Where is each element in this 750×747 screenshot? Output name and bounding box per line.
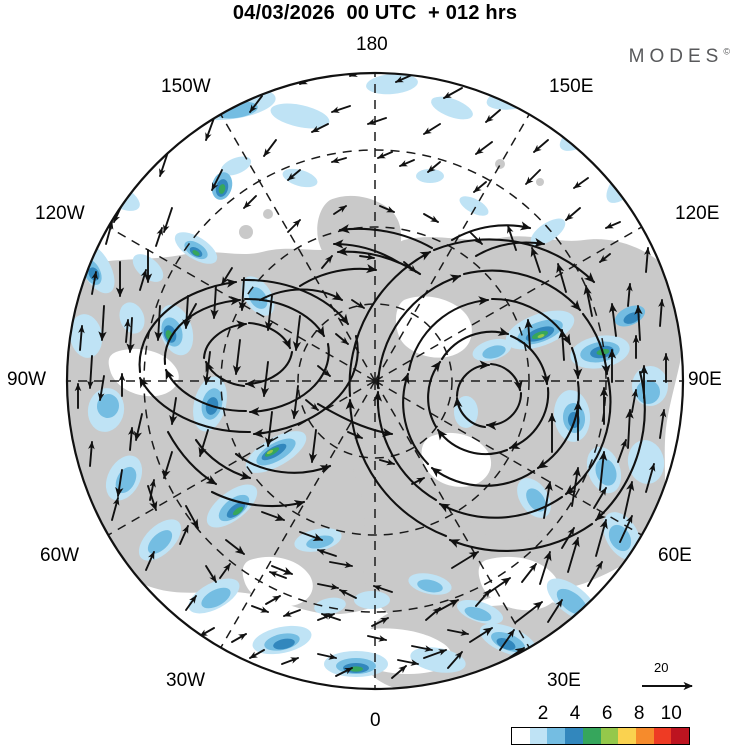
lon-label-150E: 150E — [549, 76, 594, 97]
lon-label-60E: 60E — [658, 545, 692, 566]
lon-label-120W: 120W — [35, 203, 85, 224]
colorbar-segment-3 — [565, 728, 583, 744]
modes-logo: MODES© — [629, 46, 730, 68]
lon-label-150W: 150W — [161, 76, 211, 97]
colorbar-segment-1 — [529, 728, 548, 744]
colorbar-tick-2: 2 — [537, 703, 549, 724]
lon-label-30E: 30E — [547, 670, 581, 691]
colorbar-ticks: 2 4 6 8 10 — [511, 703, 690, 725]
lon-label-30W: 30W — [166, 670, 206, 691]
colorbar-segment-4 — [582, 728, 601, 744]
colorbar-segment-7 — [635, 728, 654, 744]
vector-scale-arrow-icon — [642, 681, 693, 691]
map-contents — [67, 73, 683, 689]
colorbar-segment-2 — [547, 728, 566, 744]
colorbar-tick-10: 10 — [660, 703, 682, 724]
lon-label-120E: 120E — [675, 203, 720, 224]
colorbar-segment-5 — [600, 728, 619, 744]
wind-vectors — [74, 73, 670, 679]
interlobe-flow — [332, 221, 546, 276]
vector-scale-legend: 20 — [640, 660, 710, 694]
modes-logo-text: MODES — [628, 46, 724, 67]
lon-label-180: 180 — [356, 34, 388, 55]
cyclone-western — [138, 264, 394, 509]
colorbar: 2 4 6 8 10 — [511, 703, 690, 747]
copyright-icon: © — [723, 46, 730, 57]
globe-outline — [65, 71, 685, 691]
vector-scale-value: 20 — [654, 660, 669, 675]
colorbar-tick-8: 8 — [633, 703, 645, 724]
colorbar-segment-6 — [618, 728, 636, 744]
colorbar-segment-8 — [653, 728, 672, 744]
lon-label-90W: 90W — [7, 369, 47, 390]
colorbar-segment-0 — [512, 728, 530, 744]
lon-label-0: 0 — [370, 710, 381, 731]
colorbar-segment-9 — [671, 728, 690, 744]
lon-label-60W: 60W — [40, 545, 80, 566]
graticule — [67, 73, 683, 689]
lon-label-90E: 90E — [688, 369, 722, 390]
colorbar-tick-6: 6 — [601, 703, 613, 724]
colorbar-swatches — [511, 727, 690, 745]
colorbar-tick-4: 4 — [569, 703, 581, 724]
page-title: 04/03/2026 00 UTC + 012 hrs — [232, 2, 518, 24]
